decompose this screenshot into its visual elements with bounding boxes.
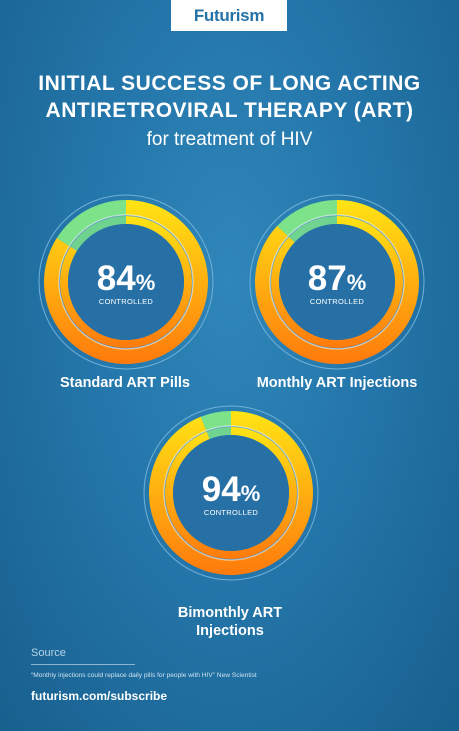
donut-outline (143, 405, 319, 581)
donut-uncontrolled-segment (277, 200, 337, 237)
donut-caption: CONTROLLED (204, 508, 259, 517)
donut-caption: CONTROLLED (310, 297, 365, 306)
title-line-1: INITIAL SUCCESS OF LONG ACTING (38, 72, 421, 95)
label-standard-pills: Standard ART Pills (20, 374, 230, 392)
donut-center (68, 224, 184, 340)
donut-uncontrolled-segment (56, 200, 127, 247)
futurism-logo[interactable]: Futurism (171, 0, 287, 31)
label-line: Monthly ART Injections (256, 375, 418, 391)
donut-outline (38, 194, 214, 370)
donut-center (279, 224, 395, 340)
donut-inner-uncontrolled-segment (288, 216, 337, 243)
donut-separator (58, 214, 194, 350)
label-bimonthly-injections: Bimonthly ART Injections (130, 604, 330, 640)
donut-separator (163, 425, 299, 561)
donut-center (173, 435, 289, 551)
donut-chart-bimonthly-injections: 94%CONTROLLED (143, 405, 319, 581)
donut-value-label: 94% (202, 470, 261, 509)
subtitle: for treatment of HIV (146, 129, 313, 150)
donut-separator (269, 214, 405, 350)
source-divider (31, 664, 135, 665)
subscribe-link[interactable]: futurism.com/subscribe (31, 689, 168, 703)
label-line: Standard ART Pills (60, 375, 190, 391)
donut-caption: CONTROLLED (99, 297, 154, 306)
label-monthly-injections: Monthly ART Injections (228, 374, 446, 392)
donut-value-label: 84% (97, 259, 156, 298)
donut-value-label: 87% (308, 259, 367, 298)
title-line-2: ANTIRETROVIRAL THERAPY (ART) (45, 99, 414, 122)
donut-inner-uncontrolled-segment (206, 427, 231, 440)
donut-chart-standard-pills: 84%CONTROLLED (38, 194, 214, 370)
source-heading: Source (31, 647, 66, 659)
donut-outline (249, 194, 425, 370)
donut-chart-monthly-injections: 87%CONTROLLED (249, 194, 425, 370)
label-line: Bimonthly ART (177, 605, 283, 621)
source-citation: “Monthly injections could replace daily … (31, 672, 257, 679)
donut-inner-uncontrolled-segment (70, 216, 126, 251)
label-line: Injections (196, 623, 264, 639)
